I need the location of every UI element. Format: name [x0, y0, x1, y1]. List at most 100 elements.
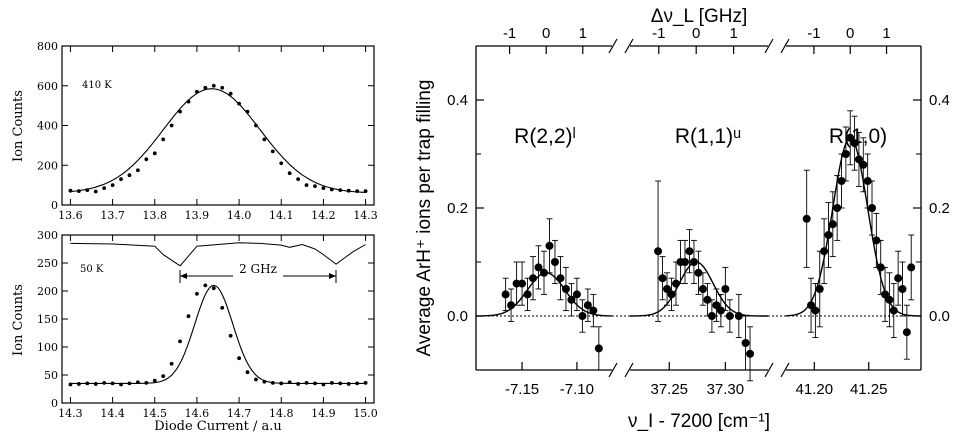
break-mark [608, 362, 618, 378]
x-tick-label: 14.6 [185, 407, 210, 420]
data-point [127, 381, 132, 386]
axis-break-marks [608, 38, 790, 378]
data-point [721, 285, 730, 293]
y-tick-label: 800 [37, 40, 58, 53]
data-point [119, 382, 123, 387]
marker-arrow-left [180, 273, 187, 279]
panel-arh-frame [475, 45, 922, 371]
panel-50k: 14.3 14.4 14.5 14.6 14.7 14.8 14.9 15.0 … [11, 229, 378, 434]
data-point [550, 258, 559, 266]
top-tick-label: 1 [729, 25, 737, 42]
data-point [346, 188, 351, 193]
data-point [195, 89, 199, 94]
top-tick-label: 1 [882, 25, 890, 42]
data-point [712, 301, 721, 310]
y-tick-label: 400 [37, 120, 58, 133]
data-point [178, 109, 182, 114]
x-tick-label: 14.4 [100, 407, 125, 420]
data-point [841, 150, 850, 158]
top-tick-label: -1 [807, 25, 820, 42]
data-point [594, 344, 603, 353]
y-tick-label: 0 [51, 199, 58, 212]
data-point [507, 301, 516, 310]
data-point [698, 285, 707, 293]
data-point [68, 382, 73, 387]
data-point [363, 189, 368, 193]
break-mark [608, 38, 618, 54]
panel-410k-ylabel: Ion Counts [11, 90, 26, 162]
top-tick-label: -1 [652, 25, 665, 42]
data-point [279, 161, 284, 166]
data-point [894, 274, 903, 283]
data-point [859, 160, 868, 169]
segment-label-r11: R(1,1)ᵘ [675, 125, 741, 148]
panel-50k-fit-line [70, 284, 366, 384]
top-tick-label: -1 [503, 25, 516, 42]
data-point [523, 290, 532, 299]
data-point [304, 183, 309, 188]
panel-50k-ticks [62, 234, 374, 404]
data-point [885, 295, 894, 304]
panel-410k-xticklabels: 13.6 13.7 13.8 13.9 14.0 14.1 14.2 14.3 [58, 209, 378, 222]
y-tick-label: 200 [37, 159, 58, 172]
data-point [338, 188, 343, 192]
data-point [667, 290, 676, 299]
data-point [572, 290, 581, 299]
data-point [663, 285, 672, 293]
y-tick-label: 0.2 [447, 200, 468, 217]
data-point [127, 173, 132, 178]
panel-50k-ylabel: Ion Counts [11, 284, 26, 356]
data-point [186, 99, 191, 104]
x-tick-label: 14.9 [311, 407, 336, 420]
data-point [578, 312, 587, 320]
data-point [313, 381, 317, 386]
y-tick-label: 0 [51, 397, 58, 410]
break-mark [780, 362, 790, 378]
data-point [228, 333, 233, 338]
data-point [211, 83, 216, 88]
data-point [279, 381, 284, 386]
panel-50k-xticklabels: 14.3 14.4 14.5 14.6 14.7 14.8 14.9 15.0 [58, 407, 378, 420]
data-point [110, 183, 115, 188]
data-point [262, 137, 267, 142]
data-point [178, 339, 182, 344]
data-point [237, 356, 241, 361]
data-point [716, 306, 725, 315]
data-point [110, 381, 115, 386]
data-point [76, 382, 81, 386]
data-point [725, 312, 734, 320]
y-tick-label: 0.2 [929, 200, 950, 217]
x-tick-label: -7.15 [505, 381, 539, 398]
y-tick-label: 200 [37, 285, 58, 298]
data-point [501, 290, 510, 299]
data-point [654, 247, 663, 256]
data-point [561, 285, 570, 293]
data-point [161, 137, 166, 142]
x-tick-label: 14.3 [58, 407, 83, 420]
data-point [529, 274, 538, 283]
data-point [876, 263, 885, 272]
data-point [746, 349, 755, 358]
data-point [195, 291, 199, 296]
data-point [589, 306, 598, 315]
break-mark [780, 38, 790, 54]
data-point [815, 285, 824, 293]
data-point [556, 274, 565, 283]
x-tick-labels-top: -1 0 1 -1 0 1 -1 0 1 [503, 25, 891, 42]
panel-50k-xlabel: Diode Current / a.u [154, 419, 282, 434]
data-point [245, 109, 250, 114]
data-point [703, 295, 712, 304]
data-point [828, 220, 837, 229]
data-point [583, 301, 592, 310]
data-point [850, 139, 859, 148]
panel-arh-errorbars [502, 110, 915, 382]
data-point [545, 241, 554, 250]
data-point [144, 157, 149, 162]
data-point [270, 380, 275, 385]
panel-arh-ylabel: Average ArH⁺ ions per trap filling [414, 80, 435, 357]
data-point [837, 177, 846, 185]
x-tick-label: 41.20 [796, 381, 834, 398]
break-mark [764, 362, 774, 378]
marker-arrow-right [329, 273, 336, 279]
data-point [898, 285, 907, 293]
